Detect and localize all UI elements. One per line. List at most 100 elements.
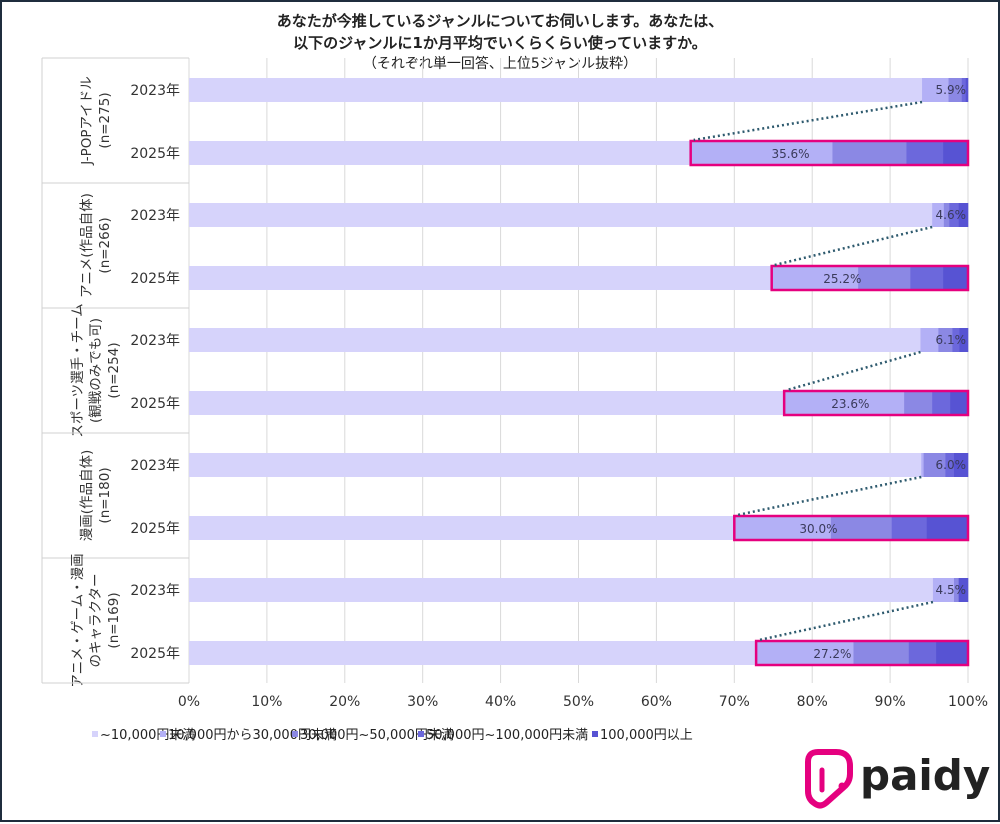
bar-segment-2 [734, 516, 832, 540]
bar-segment-1 [189, 266, 772, 290]
bar-segment-2 [932, 203, 945, 227]
legend-swatch [418, 731, 424, 737]
connector-dotted-line [786, 350, 921, 392]
highlight-box [770, 264, 970, 292]
row-year-label: 2023年 [130, 333, 180, 349]
bar-segment-5 [958, 578, 969, 602]
data-label: 35.6% [771, 147, 809, 161]
legend-swatch [160, 731, 166, 737]
data-label: 27.2% [813, 647, 851, 661]
legend-label: 30,000円~50,000円未満 [300, 728, 454, 743]
bar-segment-2 [932, 578, 955, 602]
legend-label: ~10,000円未満 [100, 728, 195, 743]
bar-segment-1 [189, 578, 934, 602]
row-year-label: 2023年 [130, 583, 180, 599]
group-label: (n=254) [106, 342, 122, 398]
group-label: スポーツ選手・チーム [70, 303, 86, 437]
x-tick-label: 90% [875, 694, 906, 710]
legend-label: 50,000円~100,000円未満 [426, 728, 588, 743]
bar-segment-5 [959, 328, 969, 352]
bar-segment-1 [189, 391, 785, 415]
bar-segment-4 [910, 266, 944, 290]
group-label: (観戦のみでも可) [87, 318, 104, 423]
group-label: アニメ・ゲーム・漫画 [70, 553, 86, 687]
bar-segment-4 [961, 78, 966, 102]
data-label: 4.6% [936, 208, 967, 222]
legend-swatch [92, 731, 98, 737]
bar-segment-5 [926, 516, 969, 540]
data-label: 5.9% [936, 83, 967, 97]
bar-segment-2 [921, 453, 924, 477]
x-tick-label: 60% [641, 694, 672, 710]
row-year-label: 2025年 [130, 271, 180, 287]
bar-segment-3 [923, 453, 946, 477]
x-tick-label: 50% [563, 694, 594, 710]
group-label: J-POPアイドル [79, 76, 95, 166]
bar-segment-3 [953, 578, 959, 602]
x-tick-label: 0% [178, 694, 200, 710]
bar-segment-5 [965, 78, 969, 102]
bar-segment-1 [189, 203, 933, 227]
connector-dotted-line [758, 600, 934, 642]
bar-segment-4 [908, 641, 937, 665]
legend-swatch [292, 731, 298, 737]
bar-segment-1 [189, 328, 921, 352]
bar-segment-5 [953, 453, 969, 477]
group-label: (n=180) [97, 467, 113, 523]
bar-segment-2 [756, 641, 854, 665]
group-label: アニメ(作品自体) [79, 193, 95, 298]
bar-segment-2 [784, 391, 905, 415]
bar-segment-2 [771, 266, 859, 290]
group-label: (n=266) [97, 217, 113, 273]
x-tick-label: 30% [407, 694, 438, 710]
x-tick-label: 10% [251, 694, 282, 710]
group-label: (n=169) [106, 592, 122, 648]
bar-segment-4 [891, 516, 928, 540]
bar-segment-4 [952, 328, 960, 352]
bar-segment-2 [690, 141, 833, 165]
bar-segment-3 [904, 391, 933, 415]
legend-label: 100,000円以上 [600, 728, 693, 743]
paidy-logo [805, 749, 853, 809]
bar-segment-3 [858, 266, 911, 290]
bar-segment-5 [936, 641, 969, 665]
chart-title-line: 以下のジャンルに1か月平均でいくらくらい使っていますか。 [293, 34, 707, 52]
row-year-label: 2025年 [130, 146, 180, 162]
highlight-box [782, 389, 970, 417]
highlight-box [689, 139, 970, 167]
bar-segment-3 [938, 328, 953, 352]
data-label: 30.0% [799, 522, 837, 536]
chart-title-line: （それぞれ単一回答、上位5ジャンル抜粋） [363, 55, 637, 72]
bar-segment-4 [949, 203, 959, 227]
row-year-label: 2023年 [130, 458, 180, 474]
highlight-box [733, 514, 970, 542]
bar-segment-2 [920, 328, 939, 352]
highlight-box [754, 639, 970, 667]
bar-segment-3 [943, 203, 950, 227]
x-tick-label: 20% [329, 694, 360, 710]
bar-segment-3 [832, 141, 907, 165]
chart-title-line: あなたが今推しているジャンルについてお伺いします。あなたは、 [277, 12, 723, 30]
data-label: 6.0% [936, 458, 967, 472]
legend-swatch [592, 731, 598, 737]
x-tick-label: 70% [719, 694, 750, 710]
row-year-label: 2025年 [130, 396, 180, 412]
x-tick-label: 80% [797, 694, 828, 710]
data-label: 6.1% [936, 333, 967, 347]
bar-segment-4 [945, 453, 955, 477]
bar-segment-4 [906, 141, 944, 165]
bar-segment-1 [189, 641, 757, 665]
bar-segment-3 [830, 516, 892, 540]
row-year-label: 2023年 [130, 208, 180, 224]
bar-segment-1 [189, 78, 923, 102]
connector-dotted-line [693, 100, 923, 142]
connector-dotted-line [774, 225, 933, 267]
bar-segment-4 [932, 391, 951, 415]
bar-segment-1 [189, 453, 922, 477]
connector-dotted-line [737, 475, 922, 517]
row-year-label: 2023年 [130, 83, 180, 99]
bar-segment-5 [958, 203, 969, 227]
bar-segment-3 [948, 78, 963, 102]
x-tick-label: 40% [485, 694, 516, 710]
